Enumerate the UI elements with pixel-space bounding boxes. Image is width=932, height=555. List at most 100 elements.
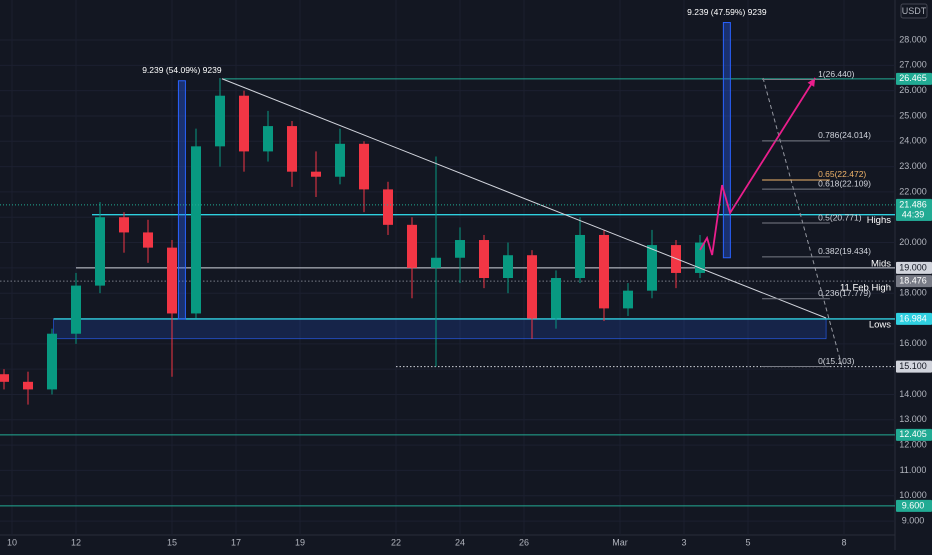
candle-body: [310, 171, 321, 177]
level-price-box: [896, 428, 932, 441]
y-tick-label: 28.000: [899, 34, 927, 44]
drawings: Highs Mids 11 Feb High Lows 9.239 (54.09%) 9…: [0, 7, 895, 507]
x-tick-label: 22: [391, 537, 401, 547]
level-price: 18.476: [899, 276, 927, 286]
candle-body: [22, 381, 33, 390]
last-price-box: [896, 198, 932, 221]
x-tick-label: 10: [7, 537, 17, 547]
y-tick-label: 24.000: [899, 136, 927, 146]
fib-label: 0.786(24.014): [818, 130, 871, 140]
fib-label: 0.65(22.472): [818, 169, 866, 179]
x-tick-label: 24: [455, 537, 465, 547]
level-price: 12.405: [899, 429, 927, 439]
y-tick-label: 26.000: [899, 85, 927, 95]
y-tick-label: 11.000: [900, 465, 927, 475]
x-tick-label: 26: [519, 537, 529, 547]
x-tick-label: 17: [231, 537, 241, 547]
candle-body: [406, 224, 417, 268]
x-tick-label: 3: [681, 537, 686, 547]
level-name: Lows: [869, 319, 891, 330]
price-range-label: 9.239 (47.59%) 9239: [687, 7, 767, 17]
fib-label: 1(26.440): [818, 69, 855, 79]
y-tick-label: 18.000: [899, 288, 927, 298]
fib-label: 0(15.103): [818, 356, 855, 366]
candle-body: [334, 143, 345, 177]
dashed-line: [762, 77, 843, 367]
fib-label: 0.5(20.771): [818, 212, 862, 222]
x-tick-label: 5: [745, 537, 750, 547]
y-tick-label: 23.000: [899, 161, 927, 171]
candle-body: [550, 278, 561, 319]
y-tick-label: 13.000: [899, 414, 927, 424]
candle-body: [0, 374, 9, 382]
price-range: [177, 80, 186, 320]
fib-label: 0.382(19.434): [818, 246, 871, 256]
level-price-box: [896, 499, 932, 512]
candle-body: [286, 126, 297, 172]
level-price: 26.465: [899, 73, 927, 83]
price-range-label: 9.239 (54.09%) 9239: [142, 65, 222, 75]
last-price: 21.486: [899, 199, 927, 209]
candle-body: [454, 240, 465, 258]
x-tick-label: 19: [295, 537, 305, 547]
x-tick-label: Mar: [612, 537, 628, 547]
y-tick-label: 14.000: [899, 389, 927, 399]
fib-label: 0.618(22.109): [818, 178, 871, 188]
x-tick-label: 8: [841, 537, 846, 547]
candle-body: [358, 143, 369, 190]
candle-body: [694, 242, 705, 273]
candle-body: [70, 285, 81, 334]
candle-body: [238, 95, 249, 152]
level-price: 19.000: [899, 262, 927, 272]
y-tick-label: 22.000: [899, 186, 927, 196]
y-tick-label: 12.000: [899, 439, 927, 449]
level-name: Highs: [867, 215, 892, 226]
level-price-box: [896, 360, 932, 373]
y-tick-label: 20.000: [899, 237, 927, 247]
candle-body: [598, 234, 609, 309]
y-tick-label: 25.000: [899, 110, 927, 120]
countdown: 44:39: [902, 209, 925, 219]
candle-body: [622, 290, 633, 309]
y-tick-label: 27.000: [899, 60, 927, 70]
currency: USDT: [902, 6, 927, 16]
fib-label: 0.236(17.779): [818, 288, 871, 298]
candle-body: [646, 245, 657, 291]
level-price: 16.984: [899, 313, 927, 323]
x-tick-label: 12: [71, 537, 81, 547]
candle-body: [262, 126, 273, 152]
candle-body: [478, 240, 489, 279]
level-price: 9.600: [902, 500, 925, 510]
candle-body: [118, 217, 129, 233]
level-price-box: [896, 72, 932, 85]
candle-body: [166, 247, 177, 314]
currency-box[interactable]: [900, 3, 928, 19]
level-name: Mids: [871, 258, 891, 269]
y-tick-label: 9.000: [902, 515, 925, 525]
y-tick-label: 10.000: [899, 490, 927, 500]
level-price-box: [896, 261, 932, 274]
level-price: 15.100: [899, 361, 927, 371]
level-price-box: [896, 312, 932, 325]
y-tick-label: 16.000: [899, 338, 927, 348]
candle-body: [526, 255, 537, 319]
price-range: [722, 22, 731, 259]
candle-body: [430, 257, 441, 268]
candle-body: [214, 95, 225, 147]
axis-labels: 9.00010.00011.00012.00013.00014.00015.00…: [7, 34, 932, 547]
zone: [53, 318, 827, 340]
candle-body: [46, 333, 57, 390]
candle-body: [574, 234, 585, 279]
projection-arrow: [807, 77, 816, 87]
candle-body: [382, 189, 393, 225]
candle-body: [190, 146, 201, 314]
x-tick-label: 15: [167, 537, 177, 547]
level-name: 11 Feb High: [840, 283, 891, 294]
level-price-box: [896, 275, 932, 288]
trendline: [221, 78, 827, 319]
candle-body: [94, 217, 105, 286]
candle-body: [142, 232, 153, 248]
